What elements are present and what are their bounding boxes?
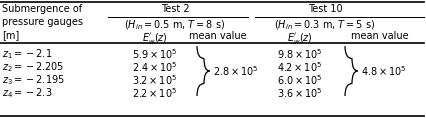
Text: $4.2 \times 10^5$: $4.2 \times 10^5$ xyxy=(277,60,322,74)
Text: $9.8 \times 10^5$: $9.8 \times 10^5$ xyxy=(277,47,323,61)
Text: $3.2 \times 10^5$: $3.2 \times 10^5$ xyxy=(132,73,178,87)
Text: $E_w^{\prime}(z)$: $E_w^{\prime}(z)$ xyxy=(287,31,313,46)
Text: $(H_{in} = 0.3$ m, $T = 5$ s): $(H_{in} = 0.3$ m, $T = 5$ s) xyxy=(274,18,376,32)
Text: mean value: mean value xyxy=(189,31,247,41)
Text: $2.4 \times 10^5$: $2.4 \times 10^5$ xyxy=(132,60,178,74)
Text: Test 2: Test 2 xyxy=(161,4,189,14)
Text: $3.6 \times 10^5$: $3.6 \times 10^5$ xyxy=(277,86,323,100)
Text: $6.0 \times 10^5$: $6.0 \times 10^5$ xyxy=(277,73,323,87)
Text: $z_2 = -2.205$: $z_2 = -2.205$ xyxy=(2,60,64,74)
Text: $z_4 = -2.3$: $z_4 = -2.3$ xyxy=(2,86,52,100)
Text: Submergence of
pressure gauges
[m]: Submergence of pressure gauges [m] xyxy=(2,4,83,40)
Text: $E_w^{\prime}(z)$: $E_w^{\prime}(z)$ xyxy=(142,31,168,46)
Text: $(H_{in} = 0.5$ m, $T = 8$ s): $(H_{in} = 0.5$ m, $T = 8$ s) xyxy=(124,18,226,32)
Text: mean value: mean value xyxy=(351,31,409,41)
Text: $z_1 = -2.1$: $z_1 = -2.1$ xyxy=(2,47,52,61)
Text: $2.8 \times 10^5$: $2.8 \times 10^5$ xyxy=(213,64,259,78)
Text: $4.8 \times 10^5$: $4.8 \times 10^5$ xyxy=(361,64,406,78)
Text: $5.9 \times 10^5$: $5.9 \times 10^5$ xyxy=(132,47,178,61)
Text: $z_3 = -2.195$: $z_3 = -2.195$ xyxy=(2,73,65,87)
Text: $2.2 \times 10^5$: $2.2 \times 10^5$ xyxy=(132,86,178,100)
Text: Test 10: Test 10 xyxy=(308,4,343,14)
